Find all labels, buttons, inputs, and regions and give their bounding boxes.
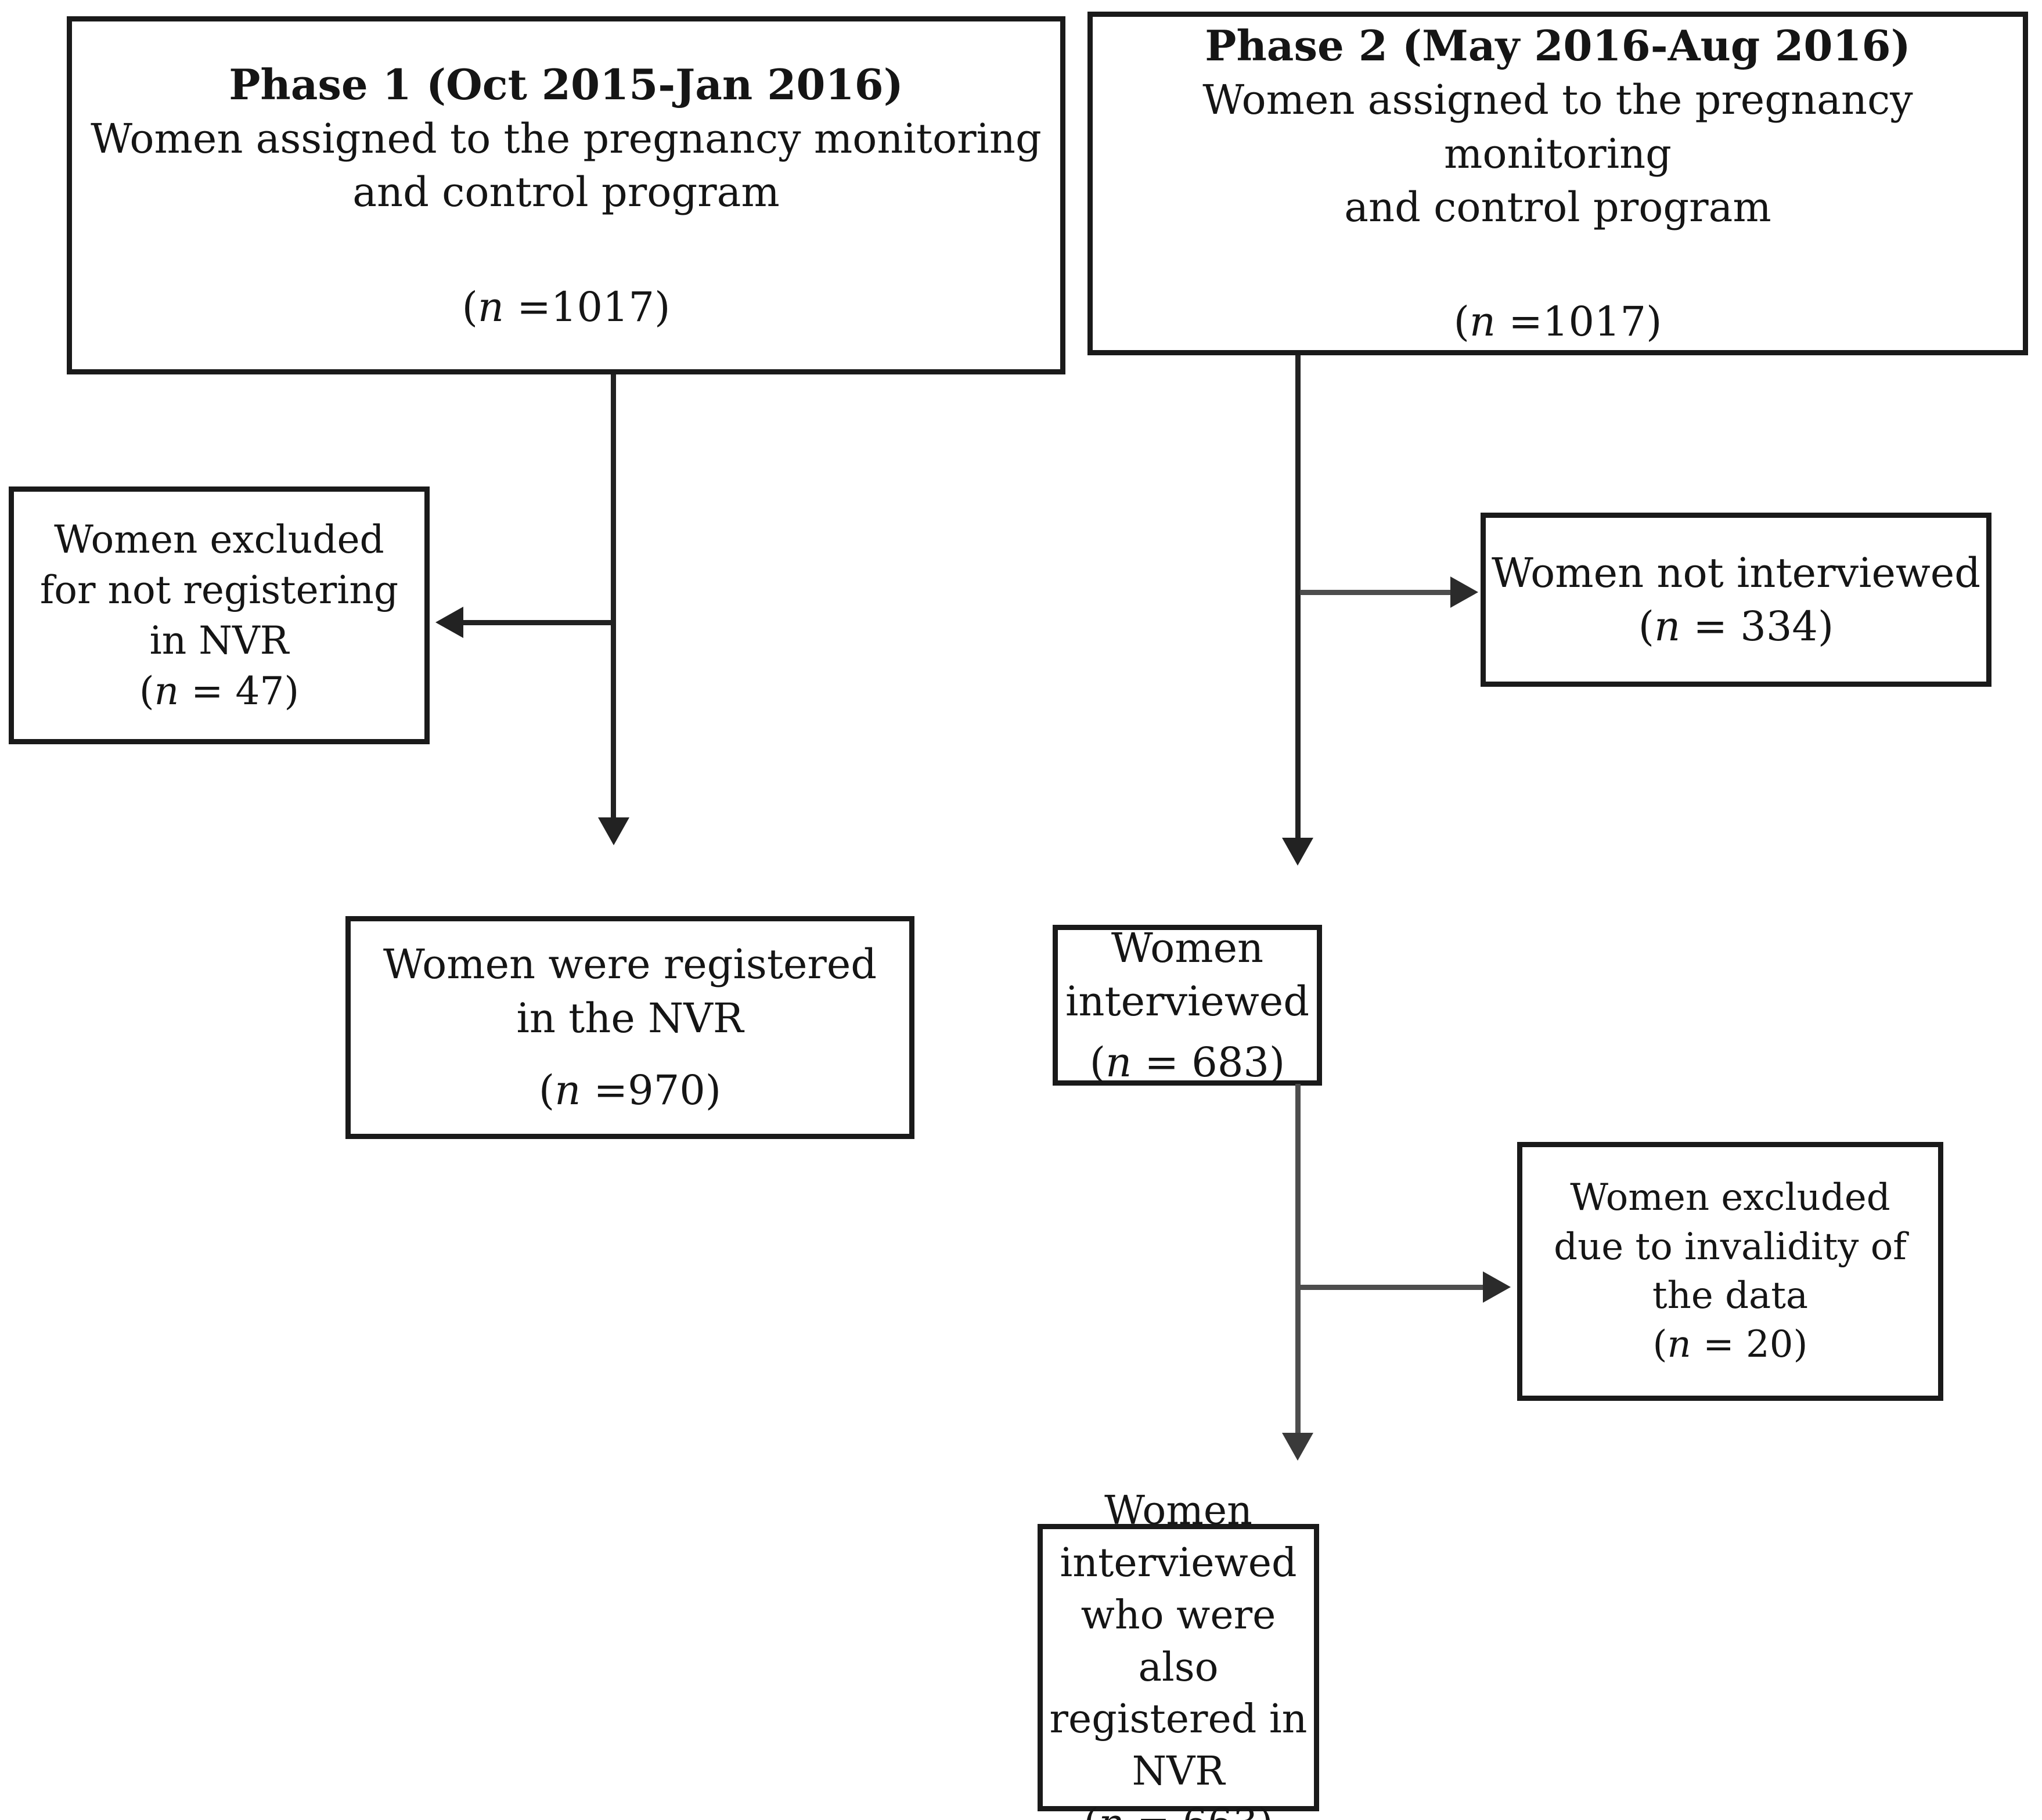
registered-nvr-box: Women were registered in the NVR (n =970…: [345, 916, 914, 1139]
phase2-box: Phase 2 (May 2016-Aug 2016) Women assign…: [1087, 12, 2028, 355]
final-interviewed-registered-box: Women interviewed who were also register…: [1038, 1488, 1319, 1820]
registered-nvr-line: in the NVR: [516, 994, 744, 1042]
arrowhead-interviewed-down-icon: [1282, 1433, 1313, 1461]
final-count: (n = 663): [1083, 1798, 1273, 1820]
arrow-line-invalid-right: [1300, 1285, 1484, 1290]
excluded-nvr-count: (n = 47): [139, 669, 300, 714]
excluded-nvr-line: in NVR: [149, 618, 289, 663]
phase1-box: Phase 1 (Oct 2015-Jan 2016) Women assign…: [67, 16, 1065, 374]
not-interviewed-line: Women not interviewed: [1491, 549, 1981, 597]
final-line: Women interviewed: [1060, 1488, 1297, 1587]
registered-nvr-count: (n =970): [538, 1066, 722, 1115]
phase1-count: (n =1017): [462, 283, 671, 331]
phase1-line: and control program: [352, 168, 780, 217]
registered-nvr-line: Women were registered: [383, 940, 877, 989]
not-interviewed-count: (n = 334): [1638, 603, 1834, 650]
excluded-invalid-data-box: Women excluded due to invalidity of the …: [1517, 1142, 1943, 1401]
phase2-count: (n =1017): [1453, 298, 1662, 346]
excluded-not-registering-box: Women excluded for not registering in NV…: [9, 486, 430, 744]
excluded-invalid-line: the data: [1652, 1274, 1809, 1317]
excluded-nvr-line: for not registering: [39, 567, 399, 612]
arrowhead-invalid-right-icon: [1483, 1271, 1511, 1303]
interviewed-box: Women interviewed (n = 683): [1053, 924, 1322, 1086]
interviewed-count: (n = 683): [1089, 1038, 1285, 1086]
interviewed-line: Women interviewed: [1065, 924, 1309, 1026]
final-line: registered in NVR: [1049, 1696, 1308, 1795]
arrow-line-interviewed-down: [1295, 1084, 1301, 1434]
phase2-title: Phase 2 (May 2016-Aug 2016): [1205, 21, 1911, 71]
excluded-nvr-line: Women excluded: [54, 517, 384, 562]
arrow-line-phase1-down: [611, 374, 616, 819]
excluded-invalid-line: due to invalidity of: [1554, 1225, 1907, 1268]
final-line: who were also: [1081, 1592, 1276, 1691]
arrow-line-not-interviewed-right: [1300, 590, 1452, 595]
excluded-invalid-count: (n = 20): [1652, 1323, 1808, 1367]
arrowhead-excluded-left-icon: [435, 607, 463, 638]
arrow-line-excluded-left: [463, 620, 614, 625]
arrow-line-phase2-down: [1295, 355, 1301, 839]
phase2-line: and control program: [1344, 183, 1771, 232]
excluded-invalid-line: Women excluded: [1570, 1176, 1890, 1220]
arrowhead-phase1-down-icon: [598, 817, 629, 845]
phase1-title: Phase 1 (Oct 2015-Jan 2016): [229, 59, 903, 109]
arrowhead-not-interviewed-right-icon: [1450, 576, 1478, 608]
arrowhead-phase2-down-icon: [1282, 838, 1313, 866]
not-interviewed-box: Women not interviewed (n = 334): [1481, 513, 1991, 687]
phase1-line: Women assigned to the pregnancy monitori…: [91, 114, 1042, 163]
phase2-line: Women assigned to the pregnancy monitori…: [1202, 76, 1913, 178]
